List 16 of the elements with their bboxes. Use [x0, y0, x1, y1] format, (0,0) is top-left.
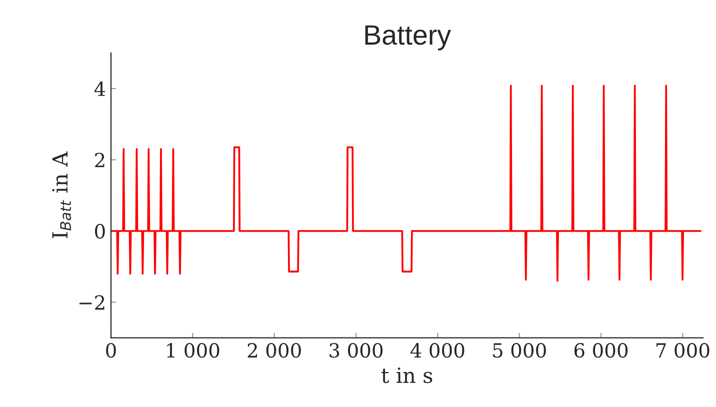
- y-tick-label: 2: [95, 152, 104, 168]
- x-axis-title: t in s: [381, 368, 432, 384]
- x-tick-label: 4 000: [410, 343, 464, 358]
- x-tick-label: 5 000: [493, 343, 546, 358]
- x-tick-label: 3 000: [330, 343, 383, 358]
- y-tick-label: 4: [94, 81, 106, 96]
- x-tick-label: 7 000: [656, 343, 710, 358]
- y-tick-label: 0: [95, 224, 105, 239]
- line-series: [110, 84, 702, 282]
- chart-title: Battery: [365, 25, 451, 50]
- x-tick-label: 1 000: [167, 343, 220, 358]
- x-tick-label: 0: [106, 343, 116, 358]
- y-tick-label: −2: [80, 295, 104, 310]
- y-axis-title: I$_{Batt}$ in A: [52, 151, 72, 238]
- x-tick-label: 2 000: [248, 343, 301, 358]
- x-tick-label: 6 000: [574, 343, 628, 358]
